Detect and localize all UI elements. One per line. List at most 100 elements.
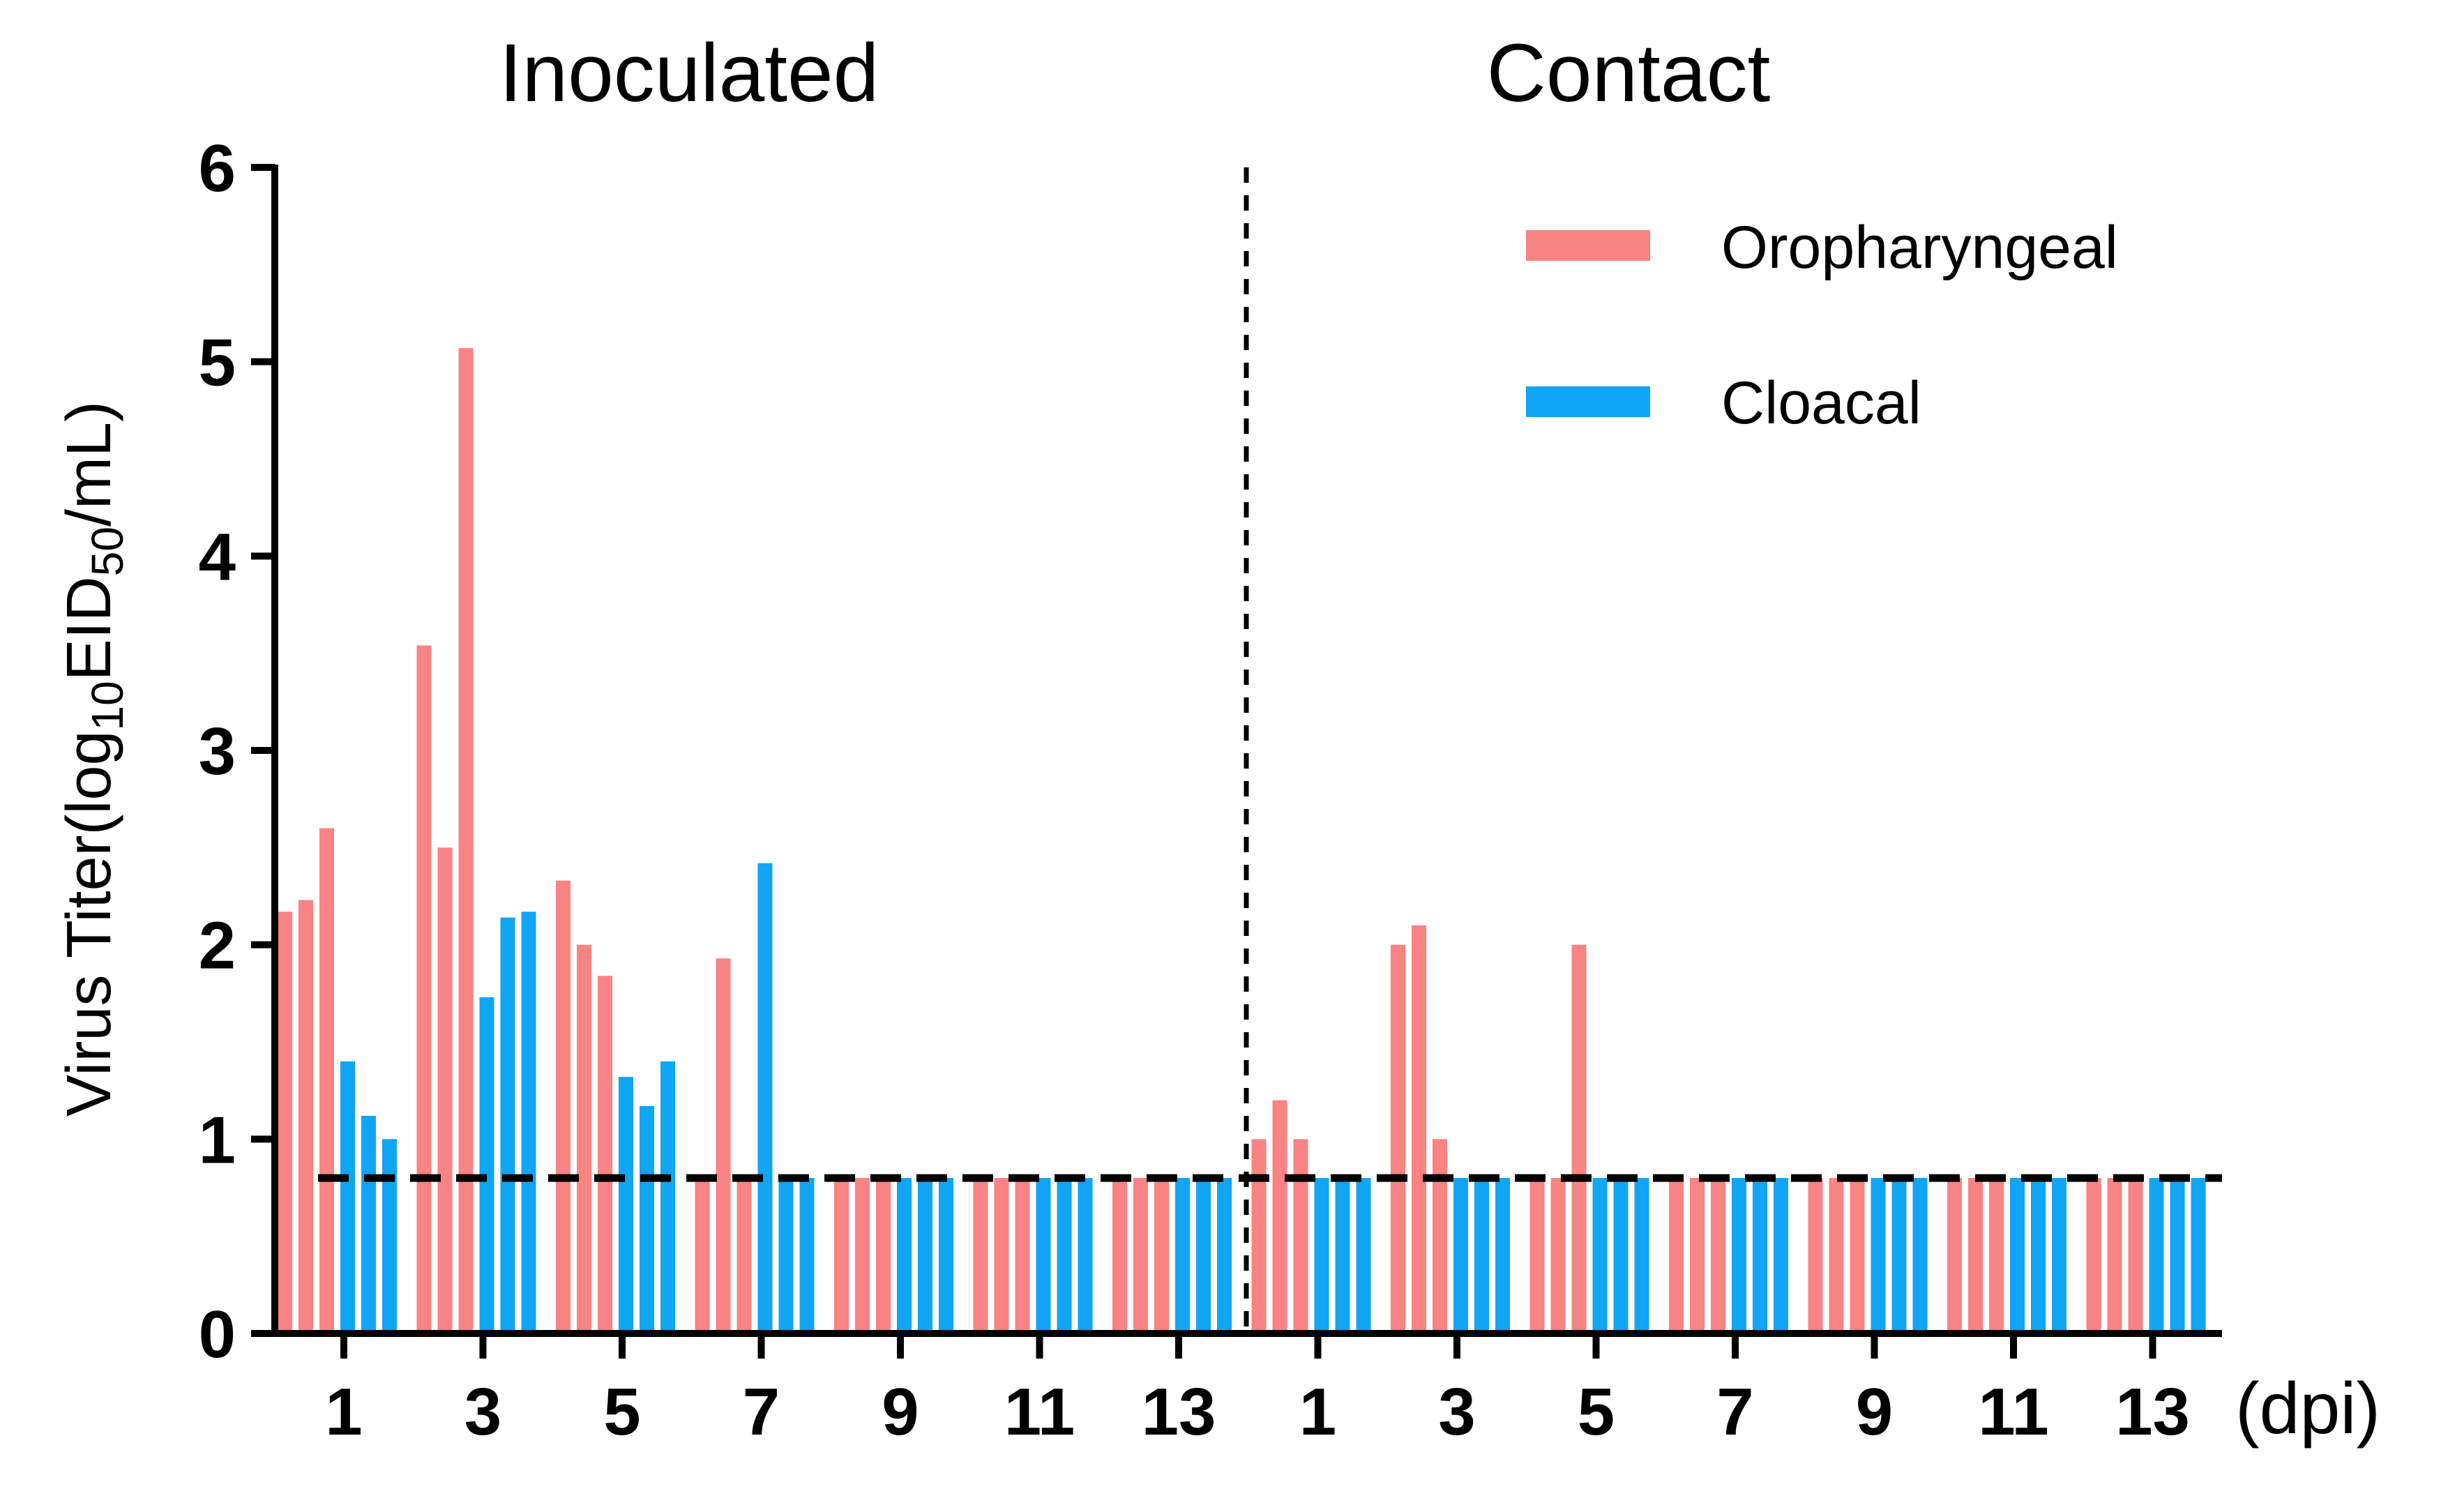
- bar-inoculated-oropharyngeal-day1-2: [299, 900, 313, 1333]
- bars-group: [278, 348, 2206, 1333]
- bar-inoculated-oropharyngeal-day7-3: [736, 1178, 752, 1333]
- bar-contact-oropharyngeal-day3-1: [1391, 944, 1405, 1333]
- x-tick-label-inoculated-5: 5: [603, 1375, 640, 1449]
- bar-inoculated-oropharyngeal-day3-3: [458, 348, 474, 1333]
- bar-inoculated-cloacal-day11-1: [1036, 1178, 1051, 1333]
- legend-swatch-cloacal: [1526, 386, 1650, 417]
- bar-contact-cloacal-day11-1: [2010, 1178, 2025, 1333]
- bar-inoculated-oropharyngeal-day11-3: [1015, 1178, 1030, 1333]
- bar-contact-cloacal-day1-1: [1314, 1178, 1329, 1333]
- bar-contact-oropharyngeal-day13-2: [2107, 1178, 2122, 1333]
- y-tick-label-5: 5: [199, 326, 236, 400]
- bar-contact-oropharyngeal-day3-3: [1433, 1139, 1447, 1333]
- legend: Oropharyngeal Cloacal: [1526, 214, 2118, 437]
- bar-inoculated-cloacal-day13-1: [1175, 1178, 1190, 1333]
- x-axis-unit-label: (dpi): [2235, 1368, 2380, 1449]
- x-tick-label-contact-9: 9: [1856, 1375, 1893, 1449]
- y-tick-label-0: 0: [199, 1297, 236, 1372]
- bar-contact-cloacal-day5-3: [1634, 1178, 1649, 1333]
- bar-contact-cloacal-day13-1: [2149, 1178, 2164, 1333]
- y-axis-label-end: /mL): [54, 401, 124, 527]
- bar-inoculated-cloacal-day5-1: [619, 1077, 633, 1333]
- x-ticks-group: 1 3 5 7 9 11 13 1 3 5 7 9 11 13: [325, 1333, 2190, 1449]
- panel-title-inoculated: Inoculated: [499, 27, 879, 119]
- bar-contact-cloacal-day7-2: [1753, 1178, 1767, 1333]
- y-tick-label-1: 1: [199, 1103, 236, 1177]
- bar-inoculated-oropharyngeal-day11-1: [973, 1178, 988, 1333]
- bar-inoculated-cloacal-day3-1: [479, 997, 494, 1333]
- bar-inoculated-oropharyngeal-day3-1: [416, 645, 432, 1333]
- bar-inoculated-oropharyngeal-day13-3: [1154, 1178, 1169, 1333]
- bar-inoculated-cloacal-day11-3: [1078, 1178, 1093, 1333]
- bar-contact-oropharyngeal-day13-1: [2086, 1178, 2101, 1333]
- x-tick-label-inoculated-7: 7: [743, 1375, 780, 1449]
- y-tick-label-4: 4: [199, 520, 236, 594]
- bar-contact-oropharyngeal-day11-3: [1989, 1178, 2004, 1333]
- bar-contact-oropharyngeal-day5-2: [1550, 1178, 1566, 1333]
- bar-inoculated-oropharyngeal-day13-1: [1112, 1178, 1127, 1333]
- bar-contact-oropharyngeal-day3-2: [1412, 925, 1426, 1333]
- bar-contact-oropharyngeal-day7-3: [1711, 1178, 1725, 1333]
- bar-contact-oropharyngeal-day5-1: [1529, 1178, 1545, 1333]
- y-tick-label-6: 6: [199, 131, 236, 206]
- y-tick-label-2: 2: [199, 909, 236, 983]
- bar-contact-cloacal-day7-3: [1774, 1178, 1788, 1333]
- bar-inoculated-oropharyngeal-day11-2: [994, 1178, 1009, 1333]
- x-tick-label-contact-5: 5: [1578, 1375, 1615, 1449]
- legend-label-cloacal: Cloacal: [1721, 370, 1921, 437]
- legend-label-oropharyngeal: Oropharyngeal: [1721, 214, 2118, 281]
- bar-inoculated-cloacal-day1-1: [340, 1061, 355, 1333]
- bar-inoculated-cloacal-day9-2: [918, 1178, 932, 1333]
- bar-inoculated-oropharyngeal-day3-2: [437, 847, 453, 1333]
- bar-inoculated-oropharyngeal-day13-2: [1133, 1178, 1148, 1333]
- bar-contact-cloacal-day9-3: [1912, 1178, 1928, 1333]
- bar-inoculated-oropharyngeal-day5-3: [598, 976, 612, 1333]
- bar-inoculated-oropharyngeal-day1-3: [319, 828, 334, 1333]
- y-axis-label-sub2: 50: [82, 527, 133, 576]
- y-ticks-group: 0 1 2 3 4 5 6: [199, 131, 275, 1372]
- bar-contact-cloacal-day7-1: [1732, 1178, 1746, 1333]
- bar-contact-oropharyngeal-day13-3: [2128, 1178, 2143, 1333]
- y-axis-label-sub1: 10: [82, 681, 133, 730]
- bar-contact-oropharyngeal-day9-1: [1808, 1178, 1823, 1333]
- bar-contact-oropharyngeal-day5-3: [1571, 944, 1587, 1333]
- bar-contact-oropharyngeal-day11-1: [1947, 1178, 1962, 1333]
- bar-contact-oropharyngeal-day1-1: [1251, 1139, 1267, 1333]
- bar-inoculated-cloacal-day3-2: [500, 917, 515, 1333]
- bar-contact-oropharyngeal-day9-2: [1829, 1178, 1844, 1333]
- bar-contact-cloacal-day1-3: [1356, 1178, 1371, 1333]
- x-tick-label-inoculated-13: 13: [1142, 1375, 1216, 1449]
- y-axis-label-mid: EID: [54, 576, 124, 681]
- bar-inoculated-cloacal-day1-3: [382, 1139, 397, 1333]
- legend-swatch-oropharyngeal: [1526, 230, 1650, 261]
- bar-inoculated-oropharyngeal-day9-2: [855, 1178, 870, 1333]
- bar-contact-oropharyngeal-day7-2: [1690, 1178, 1705, 1333]
- bar-contact-oropharyngeal-day9-3: [1850, 1178, 1865, 1333]
- bar-inoculated-cloacal-day7-1: [757, 863, 773, 1333]
- x-tick-label-inoculated-3: 3: [464, 1375, 501, 1449]
- y-axis-label-main: Virus Titer(log: [54, 730, 124, 1117]
- bar-contact-oropharyngeal-day1-3: [1293, 1139, 1308, 1333]
- bar-contact-cloacal-day11-2: [2031, 1178, 2046, 1333]
- bar-contact-cloacal-day9-1: [1871, 1178, 1886, 1333]
- bar-contact-cloacal-day9-2: [1891, 1178, 1907, 1333]
- bar-contact-oropharyngeal-day7-1: [1669, 1178, 1684, 1333]
- bar-inoculated-cloacal-day9-1: [897, 1178, 912, 1333]
- bar-inoculated-oropharyngeal-day1-1: [278, 912, 292, 1333]
- bar-inoculated-cloacal-day7-3: [799, 1178, 815, 1333]
- bar-contact-cloacal-day13-3: [2191, 1178, 2206, 1333]
- bar-inoculated-oropharyngeal-day7-2: [716, 958, 731, 1333]
- x-tick-label-inoculated-11: 11: [1004, 1375, 1075, 1449]
- bar-inoculated-cloacal-day9-3: [939, 1178, 953, 1333]
- x-tick-label-contact-1: 1: [1299, 1375, 1336, 1449]
- bar-inoculated-cloacal-day3-3: [521, 912, 536, 1333]
- bar-inoculated-cloacal-day11-2: [1057, 1178, 1072, 1333]
- bar-inoculated-oropharyngeal-day7-1: [695, 1178, 710, 1333]
- bar-inoculated-cloacal-day7-2: [778, 1178, 794, 1333]
- bar-contact-cloacal-day3-3: [1495, 1178, 1510, 1333]
- bar-inoculated-oropharyngeal-day5-2: [577, 944, 591, 1333]
- bar-contact-cloacal-day13-2: [2170, 1178, 2185, 1333]
- x-tick-label-contact-7: 7: [1716, 1375, 1753, 1449]
- bar-inoculated-cloacal-day5-2: [640, 1105, 654, 1333]
